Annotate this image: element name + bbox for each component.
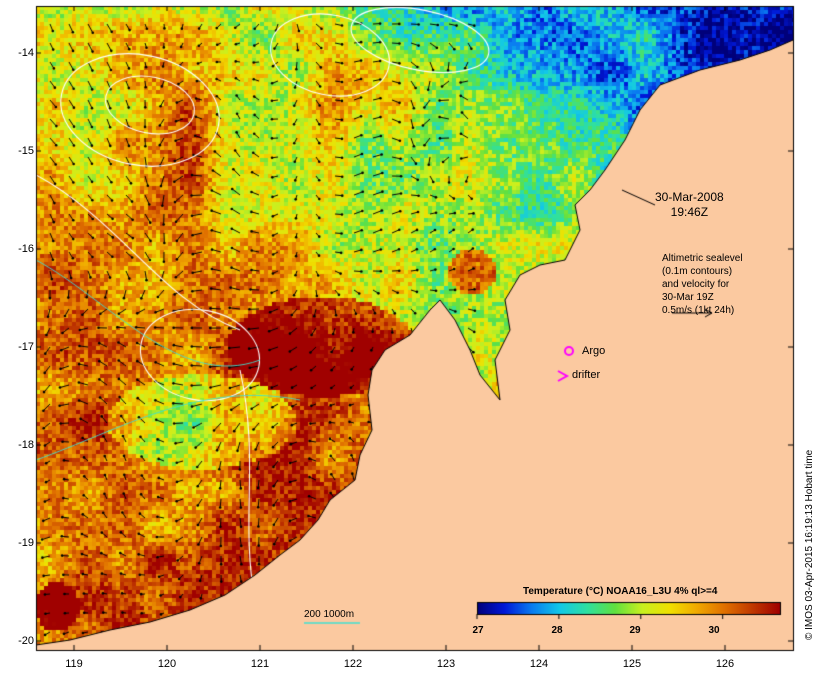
altimetry-line: 30-Mar 19Z: [662, 292, 714, 303]
altimetry-line: (0.1m contours): [662, 266, 733, 277]
y-axis-label: -15: [18, 145, 34, 157]
colorbar-title: Temperature (°C) NOAA16_L3U 4% ql>=4: [523, 586, 718, 597]
x-axis-label: 120: [157, 658, 177, 670]
y-axis-label: -20: [18, 635, 34, 647]
x-axis-label: 125: [622, 658, 642, 670]
y-axis-label: -14: [18, 47, 34, 59]
bathymetry-contour-legend: 200 1000m: [304, 609, 355, 620]
colorbar-tick-label: 28: [551, 625, 563, 636]
y-axis-label: -18: [18, 439, 34, 451]
colorbar-tick-label: 27: [472, 625, 484, 636]
colorbar-tick-label: 30: [708, 625, 720, 636]
argo-legend-label: Argo: [582, 345, 606, 357]
x-axis-label: 122: [343, 658, 363, 670]
altimetry-line: and velocity for: [662, 279, 730, 290]
x-axis-label: 126: [715, 658, 735, 670]
y-axis-label: -17: [18, 341, 34, 353]
copyright-credit: © IMOS 03-Apr-2015 16:19:13 Hobart time: [804, 449, 815, 640]
time-text: 19:46Z: [670, 205, 709, 219]
y-axis-label: -16: [18, 243, 34, 255]
date-annotation: 30-Mar-2008 19:46Z: [655, 190, 724, 220]
colorbar-tick-label: 29: [629, 625, 641, 636]
x-axis-label: 123: [436, 658, 456, 670]
altimetry-annotation: Altimetric sealevel (0.1m contours) and …: [662, 252, 743, 317]
x-axis-label: 121: [250, 658, 270, 670]
date-text: 30-Mar-2008: [655, 190, 724, 204]
x-axis-label: 119: [65, 658, 83, 670]
x-axis-label: 124: [529, 658, 549, 670]
altimetry-line: Altimetric sealevel: [662, 253, 743, 264]
y-axis-label: -19: [18, 537, 34, 549]
drifter-legend-label: drifter: [572, 369, 601, 381]
altimetry-line: 0.5m/s (1kt 24h): [662, 305, 735, 316]
